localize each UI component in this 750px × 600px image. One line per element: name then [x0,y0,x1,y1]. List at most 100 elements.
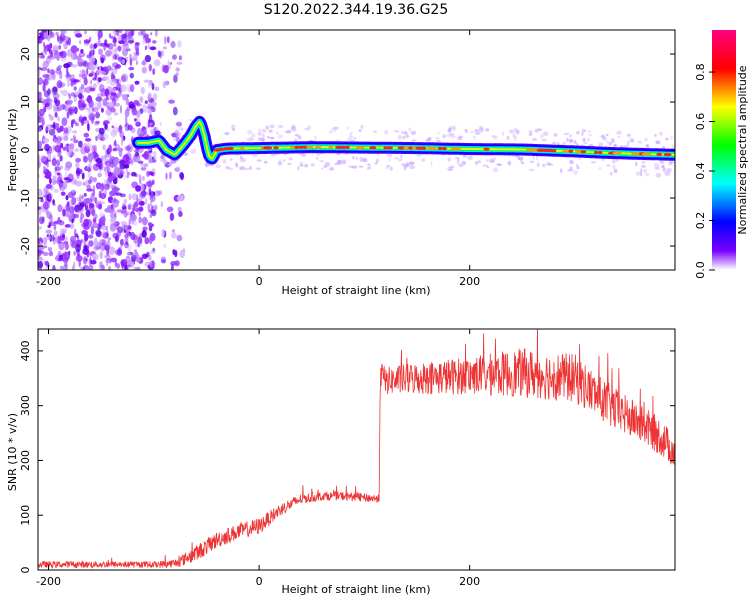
noise-speckle [165,80,170,86]
noise-speckle [176,195,184,202]
noise-speckle [92,77,97,81]
noise-speckle [92,253,99,261]
noise-speckle [80,239,83,243]
noise-speckle [140,167,147,171]
scatter-speckle [591,161,596,164]
noise-speckle [137,208,141,216]
noise-speckle [47,92,50,102]
scatter-speckle [222,159,227,162]
noise-speckle [89,85,93,91]
scatter-speckle [635,161,638,167]
colorbar-tick-label: 0.0 [694,261,707,279]
noise-speckle [101,264,105,270]
x-tick-label: 200 [459,575,480,588]
noise-speckle [47,247,53,252]
scatter-speckle [147,148,152,151]
scatter-speckle [605,133,609,137]
noise-speckle [123,242,129,249]
scatter-speckle [331,127,337,132]
scatter-speckle [436,131,441,134]
trace-peak [273,146,279,150]
trace-peak [294,145,300,149]
noise-speckle [116,229,122,238]
scatter-speckle [139,127,142,131]
noise-speckle [52,264,56,270]
trace-peak [383,146,388,150]
noise-speckle [85,97,91,102]
scatter-speckle [664,171,671,176]
noise-speckle [127,124,133,131]
noise-speckle [81,172,85,180]
trace-peak [594,150,598,154]
noise-speckle [73,228,77,238]
noise-speckle [161,228,165,238]
noise-speckle [120,259,128,267]
noise-speckle [99,251,103,260]
noise-speckle [63,177,69,181]
noise-speckle [90,71,95,76]
scatter-speckle [276,132,279,135]
noise-speckle [40,37,44,43]
noise-speckle [143,163,149,168]
noise-speckle [78,59,85,63]
scatter-speckle [640,165,647,168]
noise-speckle [95,182,102,190]
noise-speckle [82,182,86,186]
scatter-speckle [386,164,391,167]
scatter-speckle [148,155,153,160]
scatter-speckle [473,135,476,140]
noise-speckle [125,115,128,125]
noise-speckle [64,224,71,228]
noise-speckle [45,56,52,64]
scatter-speckle [507,160,512,166]
noise-speckle [42,137,50,144]
scatter-speckle [297,135,300,139]
scatter-speckle [374,162,378,165]
noise-speckle [49,214,53,223]
noise-speckle [135,121,141,127]
trace-peak [631,152,637,156]
noise-speckle [122,42,129,51]
noise-speckle [128,193,132,201]
scatter-speckle [416,153,422,157]
noise-speckle [143,33,150,39]
noise-speckle [132,252,137,261]
noise-speckle [136,198,143,204]
noise-speckle [41,258,46,264]
y-tick-label: 200 [19,450,32,471]
noise-speckle [148,257,153,262]
noise-speckle [58,55,64,59]
x-tick-label: -200 [36,575,61,588]
scatter-speckle [333,126,339,130]
trace-peak [598,151,603,155]
y-tick-label: 300 [19,395,32,416]
noise-speckle [65,202,70,211]
noise-speckle [73,79,80,83]
snr-x-label: Height of straight line (km) [281,583,430,596]
noise-speckle [46,193,52,202]
noise-speckle [132,55,138,61]
noise-speckle [157,190,163,195]
noise-speckle [48,147,55,154]
noise-speckle [111,54,116,61]
noise-speckle [136,266,141,270]
noise-speckle [112,53,120,60]
scatter-speckle [366,167,371,170]
noise-speckle [58,173,63,183]
scatter-speckle [635,171,642,176]
noise-speckle [56,159,61,167]
scatter-speckle [321,167,324,170]
noise-speckle [72,130,78,134]
trace-peak [420,146,427,150]
noise-speckle [134,118,137,122]
noise-speckle [38,127,43,132]
noise-speckle [113,43,117,47]
noise-speckle [75,121,78,125]
noise-speckle [85,142,93,149]
noise-speckle [45,102,53,110]
scatter-speckle [167,163,173,167]
trace-peak [369,146,377,150]
noise-speckle [71,119,74,128]
colorbar-label: Normalized spectral amplitude [736,65,749,234]
scatter-speckle [449,165,455,168]
